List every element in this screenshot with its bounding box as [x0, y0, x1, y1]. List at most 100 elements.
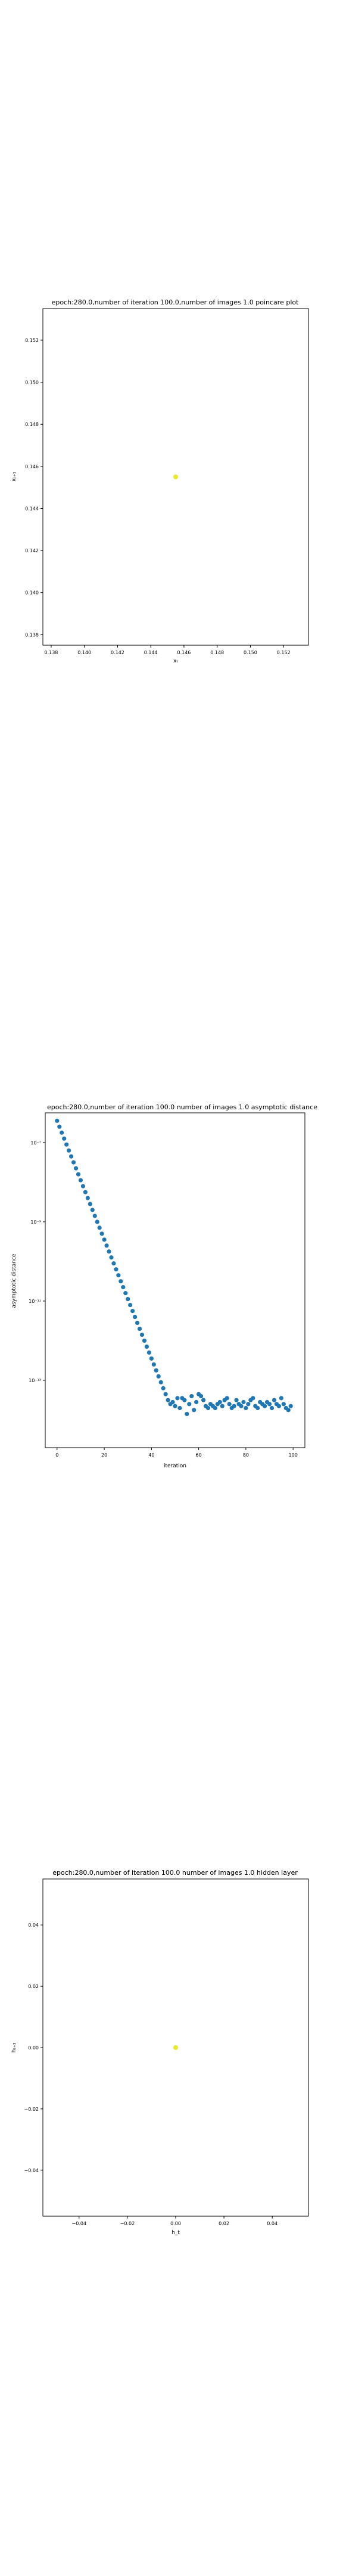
data-point: [239, 1404, 244, 1408]
data-point: [189, 1393, 194, 1399]
y-axis-label: asymptotic distance: [11, 1253, 17, 1308]
x-tick-label: 60: [196, 1452, 202, 1458]
data-point: [60, 1130, 64, 1135]
data-point: [78, 1178, 83, 1183]
data-point: [173, 474, 178, 480]
data-point: [241, 1399, 246, 1405]
y-tick-label: 10⁻¹¹: [29, 1299, 41, 1304]
asymptotic-distance-chart: epoch:280.0,number of iteration 100.0 nu…: [11, 1103, 317, 1469]
data-point: [85, 1196, 90, 1200]
data-point: [156, 1374, 161, 1379]
x-tick-label: 0.148: [210, 650, 224, 655]
y-tick-label: 0.138: [25, 632, 39, 637]
data-point: [130, 1308, 135, 1314]
y-ticks: 10⁻⁷ 10⁻⁹ 10⁻¹¹ 10⁻¹³: [29, 1140, 45, 1383]
data-point: [90, 1208, 95, 1212]
data-point: [276, 1404, 281, 1408]
data-point: [213, 1405, 217, 1411]
data-point: [97, 1225, 102, 1230]
data-point: [175, 1396, 180, 1401]
y-tick-label: −0.02: [24, 2107, 39, 2112]
data-point: [71, 1160, 76, 1165]
data-point: [281, 1402, 286, 1407]
y-axis-label: xₜ₊₁: [11, 471, 17, 481]
x-tick-label: 0.150: [244, 650, 257, 655]
data-point: [107, 1249, 111, 1254]
plot-area-frame: [45, 1112, 305, 1448]
x-tick-label: 0.146: [177, 650, 191, 655]
data-point: [201, 1398, 206, 1402]
x-tick-label: 100: [289, 1452, 298, 1458]
data-point: [173, 1404, 177, 1408]
y-tick-label: 0.150: [25, 380, 39, 385]
chart-title: epoch:280.0,number of iteration 100.0 nu…: [47, 1103, 317, 1111]
data-point: [161, 1386, 166, 1390]
data-point: [194, 1399, 199, 1405]
x-ticks: −0.04 −0.02 0.00 0.02 0.04: [72, 2216, 277, 2226]
data-point: [185, 1411, 189, 1417]
y-tick-label: 0.142: [25, 548, 39, 553]
data-point: [119, 1279, 123, 1284]
data-point: [83, 1190, 88, 1194]
data-point: [95, 1219, 99, 1224]
data-point: [64, 1142, 69, 1147]
y-tick-label: 0.148: [25, 422, 39, 427]
data-point: [205, 1405, 211, 1411]
y-tick-label: 10⁻⁹: [30, 1219, 41, 1225]
hidden-layer-chart: epoch:280.0,number of iteration 100.0 nu…: [11, 1869, 309, 2236]
data-point: [232, 1404, 236, 1408]
data-point: [88, 1202, 92, 1206]
data-point: [217, 1399, 222, 1405]
x-tick-label: 0.02: [219, 2221, 229, 2226]
data-point: [251, 1396, 255, 1401]
data-point: [146, 1350, 151, 1355]
x-tick-label: 0.142: [111, 650, 124, 655]
data-point: [135, 1320, 140, 1326]
data-point: [244, 1405, 248, 1411]
y-tick-label: −0.04: [24, 2168, 39, 2173]
data-points: [173, 474, 178, 480]
data-point: [121, 1285, 126, 1290]
data-point: [123, 1291, 128, 1296]
data-point: [279, 1396, 283, 1401]
x-tick-label: 80: [243, 1452, 249, 1458]
data-point: [267, 1402, 272, 1407]
y-tick-label: 0.04: [28, 1922, 39, 1928]
data-point: [182, 1398, 187, 1402]
data-point: [234, 1398, 239, 1402]
y-tick-label: 0.146: [25, 464, 39, 469]
data-point: [142, 1338, 147, 1343]
x-tick-label: 20: [101, 1452, 107, 1458]
chart-title: epoch:280.0,number of iteration 100.0,nu…: [52, 298, 300, 306]
x-tick-label: 0.04: [267, 2221, 277, 2226]
y-tick-label: 0.144: [25, 506, 39, 511]
data-point: [187, 1402, 192, 1407]
data-point: [109, 1255, 114, 1260]
data-point: [104, 1243, 109, 1248]
y-tick-label: 0.152: [25, 338, 39, 343]
data-point: [220, 1404, 224, 1408]
y-ticks: −0.04 −0.02 0.00 0.02 0.04: [24, 1922, 43, 2173]
data-point: [151, 1362, 156, 1367]
data-point: [166, 1398, 170, 1402]
x-tick-label: 0.00: [170, 2221, 181, 2226]
data-point: [199, 1393, 204, 1399]
x-axis-label: xₜ: [173, 658, 178, 664]
data-point: [173, 2045, 178, 2050]
y-axis-label: hₜ₊₁: [11, 2042, 17, 2052]
y-tick-label: 0.02: [28, 1984, 39, 1989]
data-point: [133, 1314, 138, 1320]
x-axis-label: iteration: [164, 1463, 186, 1469]
data-point: [114, 1267, 119, 1272]
data-point: [137, 1326, 142, 1331]
plot-area-frame: [42, 308, 309, 646]
data-point: [149, 1356, 154, 1361]
y-tick-label: 0.00: [28, 2045, 39, 2051]
x-tick-label: 40: [148, 1452, 154, 1458]
data-point: [128, 1302, 133, 1308]
x-tick-label: 0.144: [144, 650, 158, 655]
x-tick-label: −0.04: [72, 2221, 87, 2226]
data-point: [154, 1368, 158, 1373]
